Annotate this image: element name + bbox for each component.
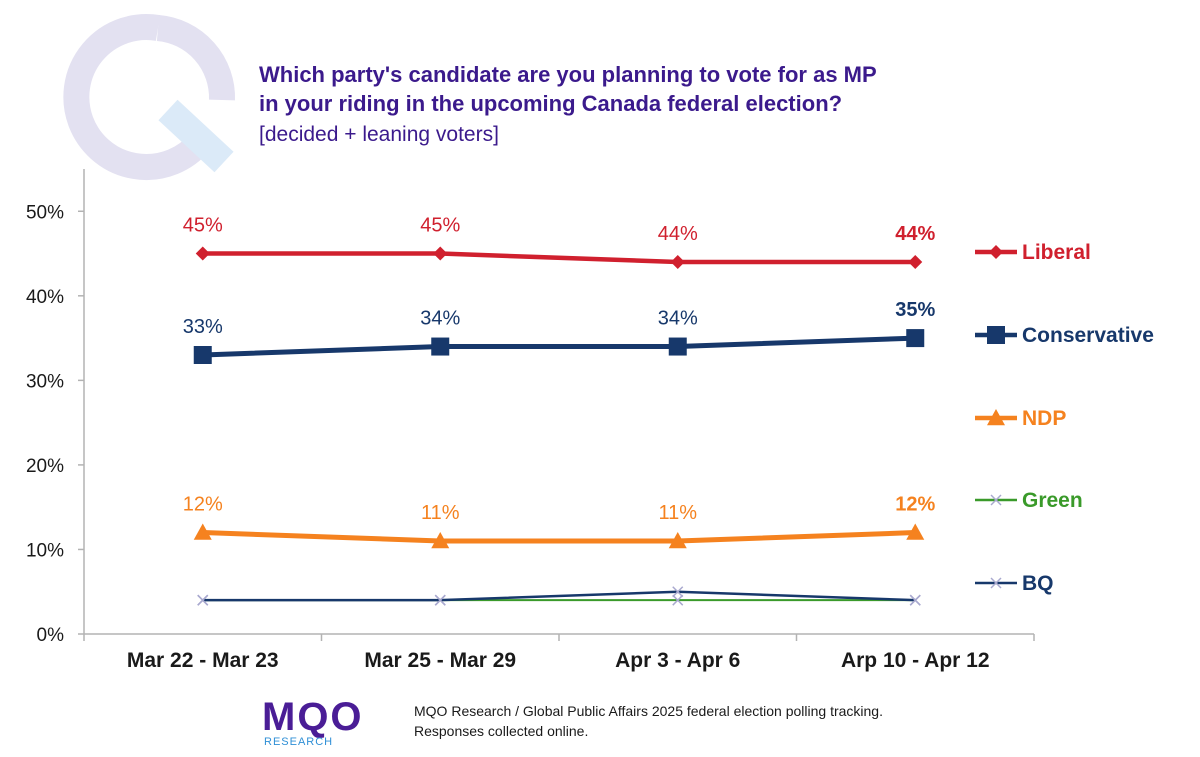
legend: Liberal Conservative NDP Green BQ <box>975 241 1154 595</box>
data-label: 44% <box>658 223 698 245</box>
series-line <box>202 335 916 358</box>
watermark-logo <box>63 14 236 181</box>
marker-square <box>193 346 212 364</box>
data-label: 45% <box>420 215 460 237</box>
marker-x <box>909 594 921 606</box>
marker-square <box>906 329 925 348</box>
series-layer: 12% 11% 11% 12% 33% 34% 34% 35% 45% 45% 44% 44% <box>183 215 935 606</box>
marker-x-stroke <box>672 594 684 606</box>
marker-diamond <box>989 245 1003 259</box>
y-tick-label: 0% <box>37 625 65 646</box>
marker-x-stroke <box>990 494 1002 506</box>
marker-square <box>668 337 687 356</box>
series-ndp: 12% 11% 11% 12% <box>183 494 935 549</box>
series-line <box>202 530 916 544</box>
marker-triangle <box>906 523 925 540</box>
logo-word: MQO <box>262 695 364 739</box>
series-line <box>202 590 916 602</box>
marker-x <box>197 594 209 606</box>
marker-x-stroke <box>909 594 921 606</box>
series-conservative: 33% 34% 34% 35% <box>183 299 935 364</box>
data-label: 44% <box>895 223 935 245</box>
data-label: 34% <box>420 308 460 330</box>
marker-diamond <box>670 255 685 269</box>
legend-label: NDP <box>1022 407 1066 430</box>
x-tick-label: Arp 10 - Apr 12 <box>841 649 990 672</box>
legend-label: BQ <box>1022 572 1054 595</box>
marker-diamond <box>195 246 210 261</box>
marker-x-stroke <box>434 594 446 606</box>
marker-diamond <box>908 255 923 269</box>
chart-title-line-1: Which party's candidate are you planning… <box>259 62 877 87</box>
series-liberal: 45% 45% 44% 44% <box>183 215 935 269</box>
footer-line-1: MQO Research / Global Public Affairs 202… <box>414 703 883 719</box>
marker-triangle <box>987 409 1005 426</box>
data-label: 12% <box>895 494 935 516</box>
data-label: 11% <box>421 502 460 524</box>
x-tick-label: Mar 22 - Mar 23 <box>127 649 279 672</box>
series-line <box>202 251 916 265</box>
marker-x <box>672 586 684 598</box>
footer-note: MQO Research / Global Public Affairs 202… <box>414 701 883 741</box>
marker-x <box>990 494 1002 506</box>
y-tick-label: 40% <box>26 287 64 308</box>
data-label: 34% <box>658 308 698 330</box>
legend-item-conservative: Conservative <box>975 324 1154 347</box>
marker-x-stroke <box>672 586 684 598</box>
data-label: 45% <box>183 215 223 237</box>
legend-label: Conservative <box>1022 324 1154 347</box>
marker-triangle <box>668 532 687 549</box>
marker-x-stroke <box>990 577 1002 589</box>
x-tick-label: Apr 3 - Apr 6 <box>615 649 740 672</box>
mqo-logo: MQO RESEARCH <box>262 694 392 753</box>
data-label: 33% <box>183 316 223 338</box>
legend-item-bq: BQ <box>975 572 1054 595</box>
marker-square <box>431 337 450 356</box>
marker-diamond <box>433 246 448 261</box>
logo-sub: RESEARCH <box>264 736 333 748</box>
chart-subtitle: [decided + leaning voters] <box>259 123 499 146</box>
legend-item-liberal: Liberal <box>975 241 1091 264</box>
legend-label: Green <box>1022 489 1083 512</box>
data-label: 11% <box>658 502 697 524</box>
y-tick-label: 30% <box>26 371 64 392</box>
marker-x <box>990 577 1002 589</box>
data-label: 35% <box>895 299 935 321</box>
x-tick-label: Mar 25 - Mar 29 <box>364 649 516 672</box>
legend-item-ndp: NDP <box>975 407 1066 430</box>
data-label: 12% <box>183 494 223 516</box>
series-bq <box>197 586 921 606</box>
axes: 0% 10% 20% 30% 40% 50% Mar 22 - Mar 23 Mar 25 -… <box>26 169 1035 672</box>
marker-square <box>987 326 1005 344</box>
marker-triangle <box>193 523 212 540</box>
chart-title-line-2: in your riding in the upcoming Canada fe… <box>259 91 842 116</box>
y-tick-label: 10% <box>26 540 64 561</box>
y-tick-label: 50% <box>26 202 64 223</box>
marker-triangle <box>431 532 450 549</box>
footer-line-2: Responses collected online. <box>414 723 589 739</box>
marker-x <box>434 594 446 606</box>
marker-x <box>672 594 684 606</box>
marker-x-stroke <box>197 594 209 606</box>
legend-item-green: Green <box>975 489 1083 512</box>
y-tick-label: 20% <box>26 456 64 477</box>
legend-label: Liberal <box>1022 241 1091 264</box>
